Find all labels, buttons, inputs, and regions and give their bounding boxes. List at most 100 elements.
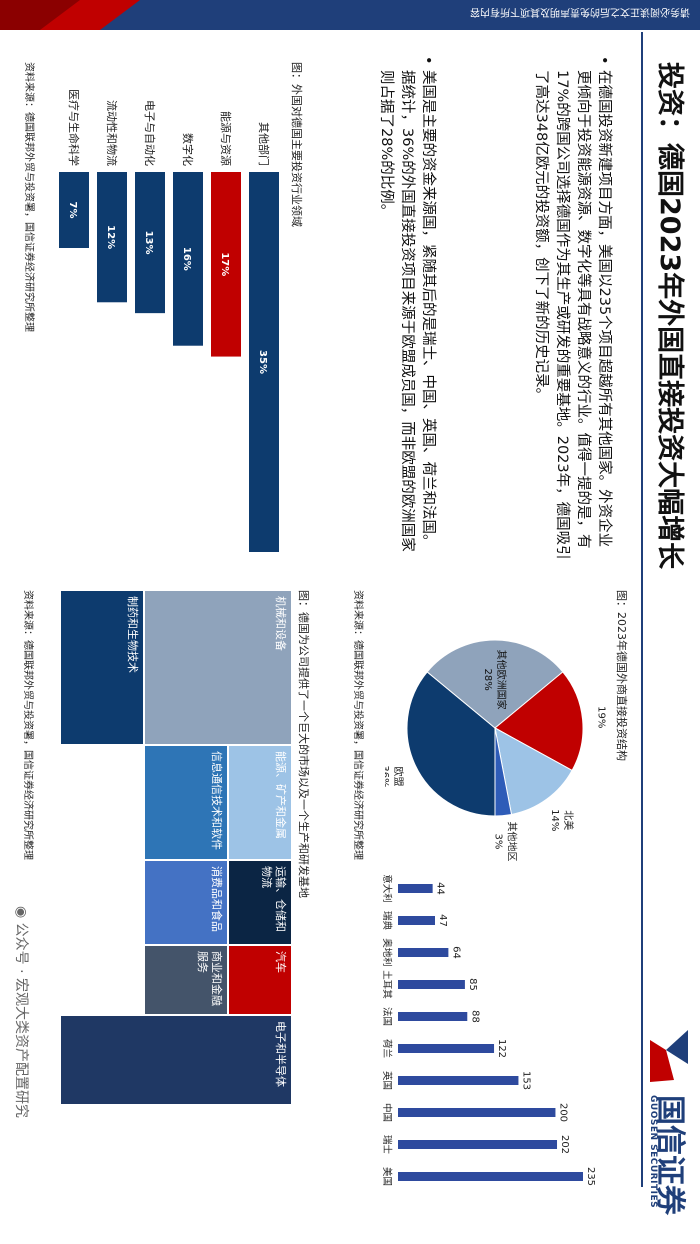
country-label: 荷兰 — [381, 1039, 393, 1058]
pie-label: 北美 — [562, 810, 575, 830]
title-rule — [641, 32, 643, 1187]
treemap-cell: 商业和金融服务 — [144, 945, 228, 1015]
left-strip — [0, 0, 700, 30]
country-bar — [398, 1140, 558, 1149]
strip-decoration — [0, 0, 140, 30]
industry-bar — [59, 172, 89, 248]
country-bar — [398, 1044, 495, 1053]
pie-slice — [494, 727, 513, 817]
pie-label: 其他地区 — [506, 821, 519, 861]
pie-slice — [406, 671, 496, 817]
country-label: 奥地利 — [381, 938, 393, 967]
country-label: 意大利 — [381, 874, 393, 903]
country-bar — [398, 916, 435, 925]
industry-label: 能源与资源 — [219, 111, 233, 166]
country-bar — [398, 1172, 583, 1181]
country-value-label: 47 — [437, 914, 448, 927]
treemap-cell: 信息通信技术和软件 — [144, 745, 228, 860]
industry-value-label: 7% — [67, 202, 78, 219]
country-label: 土耳其 — [381, 970, 393, 999]
industry-value-label: 12% — [105, 225, 116, 249]
bullet-1: • 在德国投资新建项目方面，美国以235个项目超越所有其他国家。外资企业更倾向于… — [530, 56, 614, 560]
pie-slice — [494, 727, 573, 816]
treemap-cell: 汽车 — [228, 945, 292, 1015]
country-value-label: 153 — [520, 1071, 531, 1090]
country-value-label: 122 — [496, 1039, 507, 1058]
pie-value-label: 28% — [482, 668, 493, 690]
treemap-cell: 运输、仓储和物流 — [228, 860, 292, 945]
country-label: 美国 — [381, 1167, 393, 1186]
origin-figure-title: 图：2023年德国外商直接投资结构 — [615, 590, 628, 761]
pie-value-label: 19% — [595, 706, 606, 728]
page-title: 投资：德国2023年外国直接投资大幅增长 — [654, 62, 685, 570]
country-label: 中国 — [381, 1103, 393, 1122]
wechat-icon: ◉ — [13, 906, 29, 923]
industries-figure-title: 图：外国对德国主要投资行业领域 — [290, 62, 303, 227]
country-value-label: 200 — [557, 1103, 568, 1122]
country-value-label: 85 — [467, 978, 478, 991]
treemap-cell: 消费品和食品 — [144, 860, 228, 945]
country-value-label: 235 — [585, 1167, 596, 1186]
industry-label: 其他部门 — [257, 122, 271, 166]
pie-value-label: 14% — [549, 809, 560, 831]
wechat-watermark: ◉ 公众号 · 宏观大类资产配置研究 — [12, 906, 32, 1118]
industry-label: 医疗与生命科学 — [67, 89, 81, 166]
pie-slice — [494, 671, 584, 772]
treemap-cell: 制药和生物技术 — [60, 590, 144, 745]
country-label: 法国 — [381, 1007, 393, 1026]
industry-bar — [97, 172, 127, 303]
country-bar — [397, 884, 433, 893]
pie-value-label: 36% — [385, 765, 390, 787]
industries-bar-chart: 其他部门 35% 能源与资源 17% 数字化 16% 电子与自动化 13% 流动性和物流 12% 医… — [59, 89, 279, 552]
bullet-2: • 美国是主要的资金来源国，紧随其后的是瑞士、中国、英国、荷兰和法国。据统计，3… — [375, 56, 438, 560]
industry-label: 电子与自动化 — [143, 100, 157, 166]
industry-bar — [211, 172, 241, 357]
disclaimer-text: 请务必阅读正文之后的免责声明及其项下所有内容 — [470, 6, 690, 17]
treemap-figure-title: 图：德国为公司提供了一个巨大的市场以及一个生产和研发基地 — [297, 590, 310, 898]
industry-value-label: 35% — [257, 350, 268, 374]
industry-value-label: 16% — [181, 247, 192, 271]
logo-name-en: GUOSEN SECURITIES — [648, 1095, 658, 1209]
industry-value-label: 13% — [143, 231, 154, 255]
country-label: 英国 — [381, 1071, 393, 1090]
country-label: 瑞典 — [381, 911, 393, 931]
pie-label: 欧盟 — [392, 767, 404, 787]
industries-source: 资料来源：德国联邦外贸与投资署，国信证券经济研究所整理 — [23, 62, 34, 332]
bullet-dot-icon: • — [420, 56, 436, 65]
country-value-label: 44 — [435, 882, 446, 895]
country-bar-chart: 44 意大利 47 瑞典 64 奥地利 85 土耳其 88 法国 122 荷兰 153 英国 200 中国 20… — [381, 874, 596, 1186]
industry-bar — [135, 172, 165, 314]
bullet-dot-icon: • — [596, 56, 612, 65]
treemap-cell: 电子和半导体 — [60, 1015, 292, 1105]
country-label: 瑞士 — [381, 1135, 393, 1155]
disclaimer: 请务必阅读正文之后的免责声明及其项下所有内容 — [4, 4, 696, 26]
pie-value-label: 3% — [493, 834, 504, 850]
industry-label: 数字化 — [181, 133, 195, 166]
pie-slice — [426, 639, 564, 729]
country-bar — [397, 980, 465, 989]
country-bar — [398, 1012, 468, 1021]
country-value-label: 64 — [450, 946, 461, 959]
bullet-2-text: 美国是主要的资金来源国，紧随其后的是瑞士、中国、英国、荷兰和法国。据统计，36%… — [378, 70, 436, 552]
treemap-cell: 机械和设备 — [144, 590, 292, 745]
country-bar — [398, 1076, 519, 1085]
guosen-logo-icon — [650, 1030, 688, 1082]
pie-label: 其他欧洲国家 — [495, 650, 508, 710]
industry-treemap: 机械和设备 制药和生物技术能源、矿产和金属 信息通信技术和软件 运输、仓储和物流 消费品… — [60, 590, 292, 1105]
treemap-cell: 能源、矿产和金属 — [228, 745, 292, 860]
treemap-source: 资料来源：德国联邦外贸与投资署，国信证券经济研究所整理 — [22, 590, 33, 860]
country-bar — [398, 1108, 556, 1117]
industry-label: 流动性和物流 — [105, 100, 119, 166]
origin-source: 资料来源：德国联邦外贸与投资署，国信证券经济研究所整理 — [352, 590, 363, 860]
bullet-1-text: 在德国投资新建项目方面，美国以235个项目超越所有其他国家。外资企业更倾向于投资… — [533, 70, 612, 560]
pie-label: 亚洲 — [608, 707, 610, 727]
country-bar — [398, 948, 449, 957]
industry-bar — [173, 172, 203, 346]
country-value-label: 202 — [559, 1135, 570, 1154]
country-value-label: 88 — [469, 1010, 480, 1023]
watermark-text: 公众号 · 宏观大类资产配置研究 — [13, 922, 29, 1119]
industry-value-label: 17% — [219, 252, 230, 276]
industry-bar — [249, 172, 279, 552]
